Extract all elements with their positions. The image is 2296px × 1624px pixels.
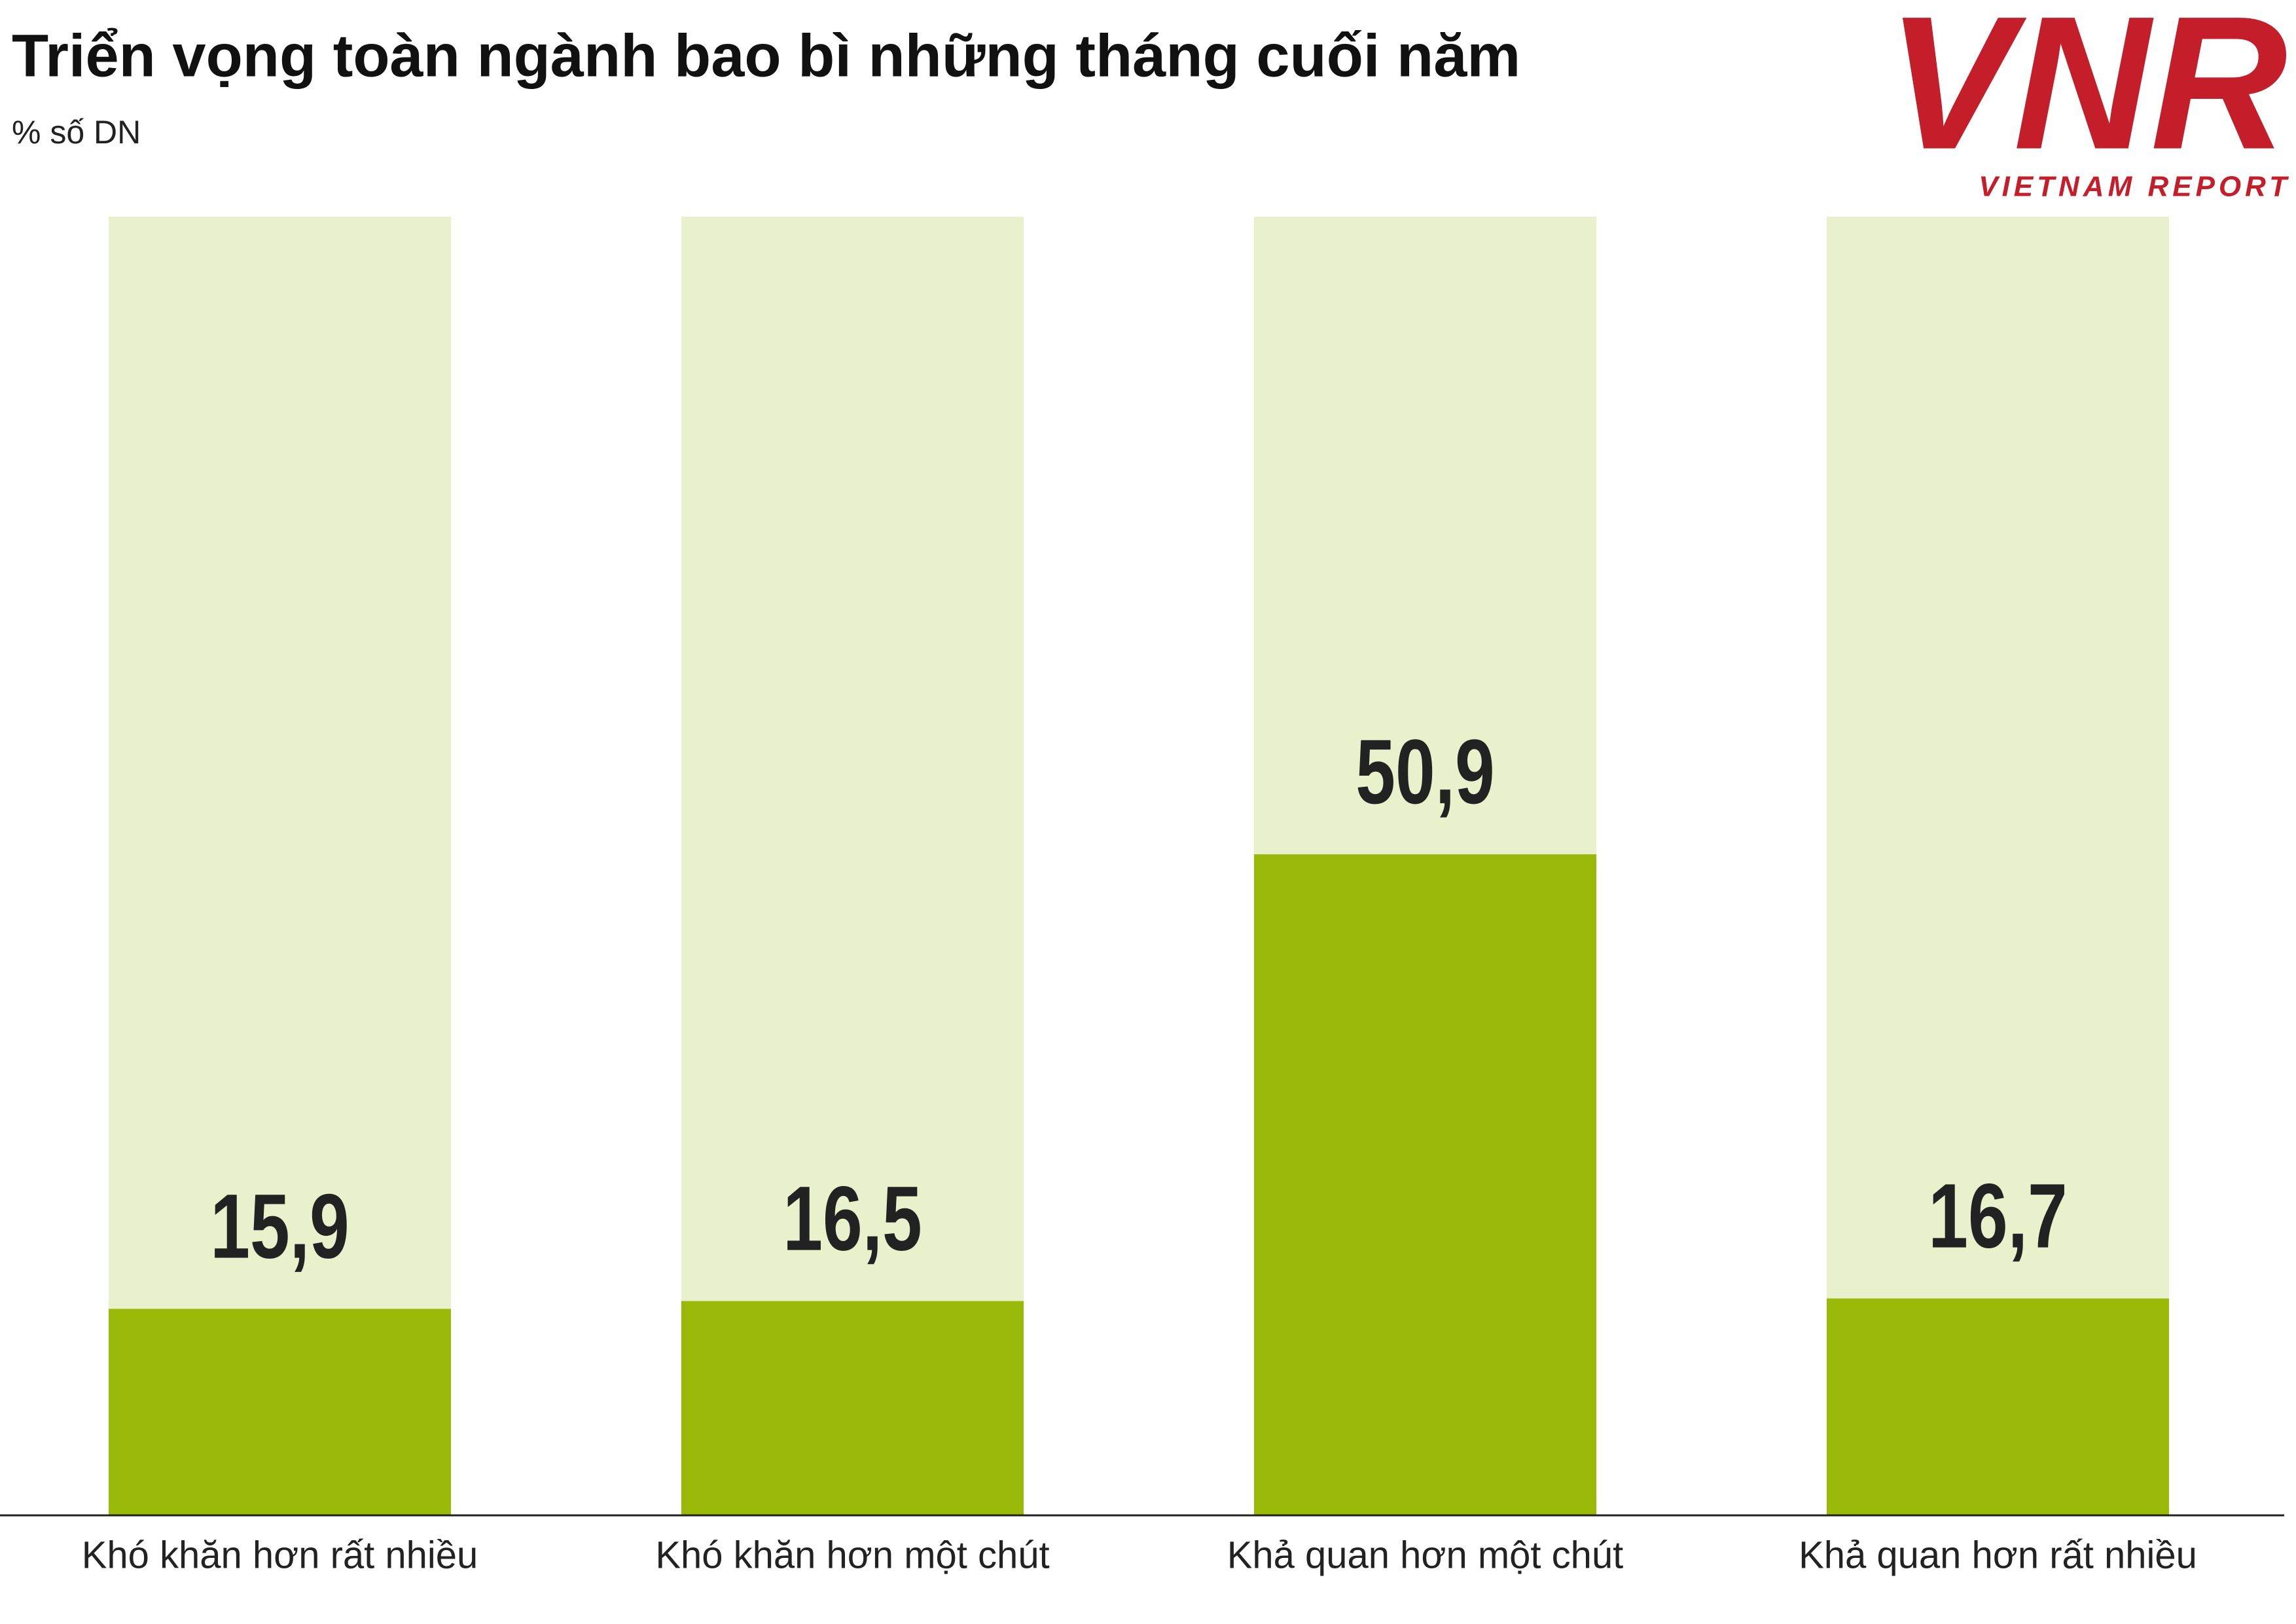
x-tick-label: Khả quan hơn một chút [1227, 1534, 1624, 1576]
bar [681, 1301, 1024, 1515]
value-label: 15,9 [210, 1174, 350, 1277]
bar [1827, 1298, 2169, 1515]
x-tick-label: Khó khăn hơn một chút [655, 1534, 1049, 1576]
value-label: 50,9 [1355, 720, 1495, 823]
chart-title: Triển vọng toàn ngành bao bì những tháng… [12, 22, 1520, 89]
x-tick-label: Khả quan hơn rất nhiều [1799, 1534, 2197, 1576]
bar-track [681, 217, 1024, 1515]
logo-mark: VNR [1887, 0, 2287, 189]
value-label: 16,5 [783, 1166, 922, 1269]
logo: VNR VIETNAM REPORT [1887, 0, 2291, 203]
bar [109, 1308, 451, 1515]
logo-text: VIETNAM REPORT [1979, 171, 2291, 203]
x-tick-label: Khó khăn hơn rất nhiều [82, 1534, 478, 1576]
chart-subtitle: % số DN [12, 114, 141, 151]
value-label: 16,7 [1928, 1164, 2068, 1267]
bar [1254, 854, 1596, 1515]
bar-track [109, 217, 451, 1515]
